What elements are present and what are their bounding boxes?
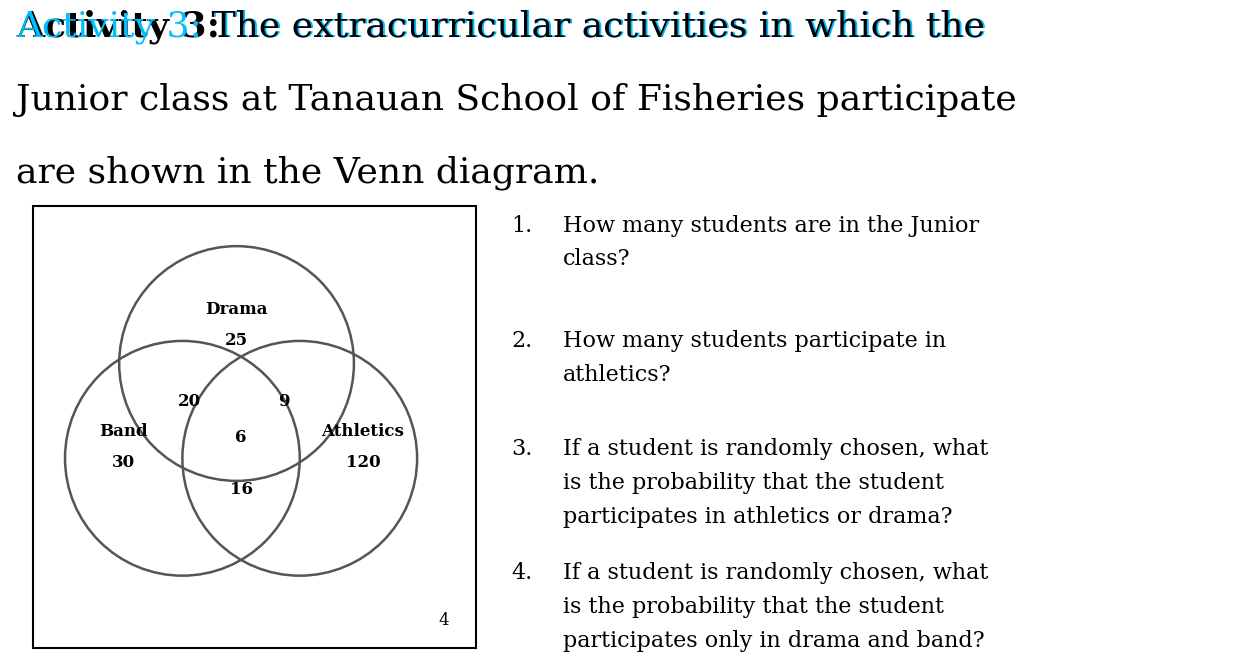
Text: Athletics: Athletics	[322, 422, 405, 440]
Text: How many students are in the Junior: How many students are in the Junior	[564, 215, 980, 237]
Text: Drama: Drama	[205, 301, 268, 318]
Text: is the probability that the student: is the probability that the student	[564, 596, 944, 618]
FancyBboxPatch shape	[34, 206, 476, 648]
Text: 9: 9	[278, 393, 289, 411]
Text: 3.: 3.	[512, 438, 533, 460]
Text: If a student is randomly chosen, what: If a student is randomly chosen, what	[564, 438, 989, 460]
Text: participates in athletics or drama?: participates in athletics or drama?	[564, 505, 953, 528]
Text: 4: 4	[438, 612, 450, 629]
Text: Activity 3:: Activity 3:	[16, 10, 220, 44]
Text: Junior class at Tanauan School of Fisheries participate: Junior class at Tanauan School of Fisher…	[16, 82, 1017, 117]
Text: 20: 20	[178, 393, 201, 411]
Text: The extracurricular activities in which the: The extracurricular activities in which …	[200, 10, 985, 43]
Text: 2.: 2.	[512, 330, 533, 352]
Text: are shown in the Venn diagram.: are shown in the Venn diagram.	[16, 156, 600, 190]
Text: Band: Band	[99, 422, 148, 440]
Text: participates only in drama and band?: participates only in drama and band?	[564, 630, 985, 652]
Text: 120: 120	[345, 454, 380, 471]
Text: class?: class?	[564, 248, 631, 270]
Text: 16: 16	[230, 482, 252, 498]
Text: athletics?: athletics?	[564, 364, 672, 386]
Text: 4.: 4.	[512, 562, 533, 584]
Text: 1.: 1.	[512, 215, 533, 237]
Text: Activity 3: The extracurricular activities in which the: Activity 3: The extracurricular activiti…	[16, 10, 987, 44]
Text: How many students participate in: How many students participate in	[564, 330, 946, 352]
Text: 6: 6	[235, 430, 247, 447]
Text: 25: 25	[225, 332, 248, 349]
Text: is the probability that the student: is the probability that the student	[564, 472, 944, 494]
Text: 30: 30	[112, 454, 135, 471]
Text: If a student is randomly chosen, what: If a student is randomly chosen, what	[564, 562, 989, 584]
